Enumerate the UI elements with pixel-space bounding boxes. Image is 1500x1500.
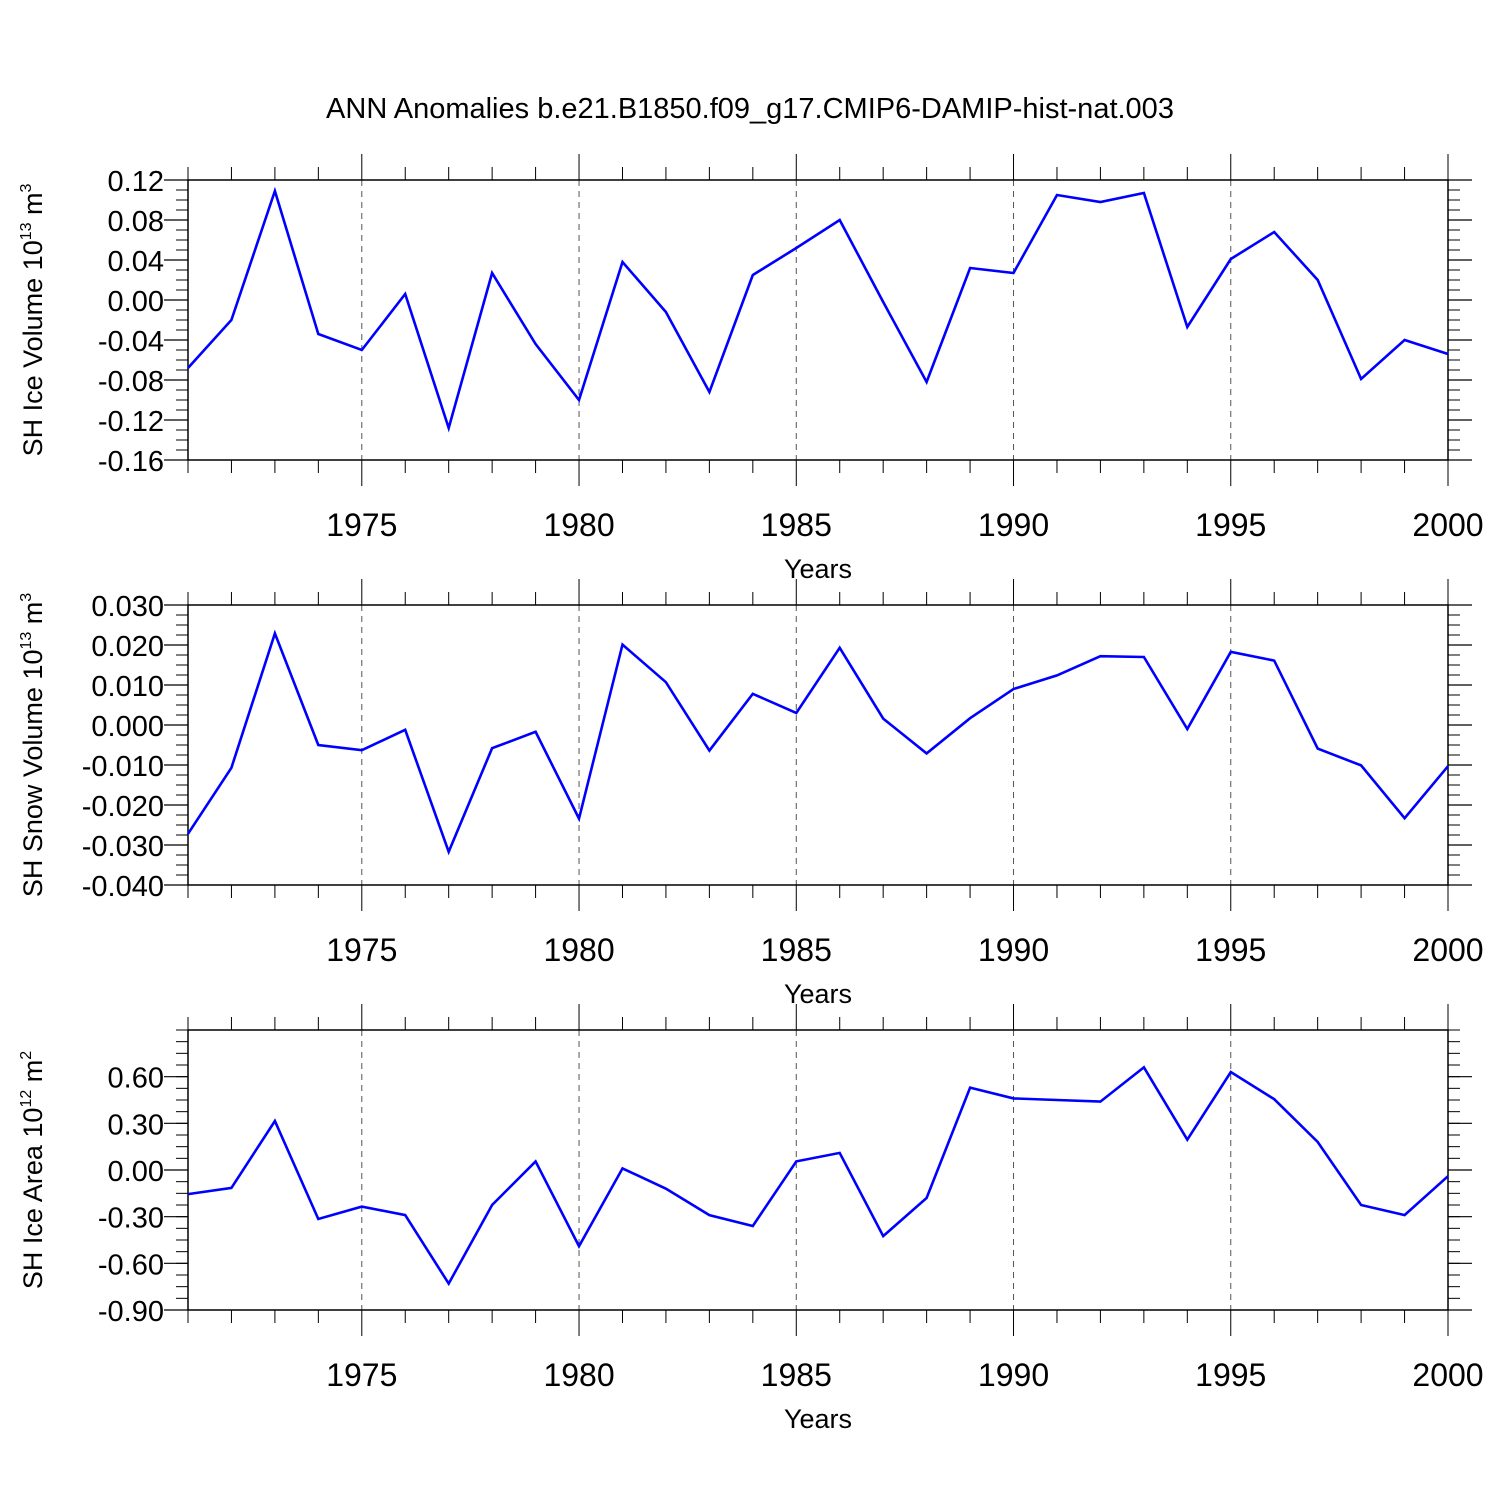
- y-tick-label: 0.030: [91, 591, 164, 623]
- plot-frame: [187, 604, 1449, 886]
- y-tick-label: -0.08: [98, 366, 164, 398]
- x-axis-label: Years: [784, 1404, 852, 1434]
- y-axis-label: SH Ice Area 1012 m2: [18, 1051, 48, 1289]
- y-axis-label: SH Snow Volume 1013 m3: [18, 593, 48, 897]
- y-tick-label: -0.020: [82, 791, 164, 823]
- y-tick-label: 0.010: [91, 671, 164, 703]
- series-line: [187, 186, 1449, 433]
- x-tick-label: 1995: [1195, 507, 1266, 543]
- x-tick-label: 2000: [1412, 507, 1483, 543]
- y-tick-label: 0.04: [108, 246, 164, 278]
- y-tick-label: 0.000: [91, 711, 164, 743]
- plot-frame: [187, 179, 1449, 461]
- panel-1: -0.16 -0.12 -0.08 -0.04 0.00 0.04 0.08 0.12 1975…: [18, 154, 1484, 584]
- x-tick-label: 1995: [1195, 932, 1266, 968]
- x-tick-label: 1975: [326, 932, 397, 968]
- x-tick-label: 1985: [761, 1357, 832, 1393]
- x-tick-label: 1995: [1195, 1357, 1266, 1393]
- y-tick-label: 0.30: [108, 1109, 164, 1141]
- panel-3: -0.90 -0.60 -0.30 0.00 0.30 0.60 1975 1980 1985 1…: [18, 1004, 1484, 1434]
- x-tick-label: 2000: [1412, 932, 1483, 968]
- y-tick-label: 0.60: [108, 1063, 164, 1095]
- y-tick-label: -0.010: [82, 751, 164, 783]
- y-tick-label: 0.020: [91, 631, 164, 663]
- x-tick-label: 2000: [1412, 1357, 1483, 1393]
- y-tick-label: -0.60: [98, 1249, 164, 1281]
- y-tick-label: -0.030: [82, 831, 164, 863]
- plot-frame: [187, 1029, 1449, 1311]
- y-tick-label: 0.12: [108, 166, 164, 198]
- y-tick-label: -0.040: [82, 871, 164, 903]
- y-tick-label: -0.12: [98, 406, 164, 438]
- y-tick-label: -0.30: [98, 1203, 164, 1235]
- x-tick-label: 1975: [326, 507, 397, 543]
- x-tick-label: 1980: [543, 932, 614, 968]
- series-line: [187, 1065, 1449, 1287]
- y-axis-label: SH Ice Volume 1013 m3: [18, 183, 48, 456]
- series-line: [186, 629, 1449, 856]
- x-tick-label: 1975: [326, 1357, 397, 1393]
- x-tick-label: 1990: [978, 932, 1049, 968]
- x-tick-label: 1980: [543, 507, 614, 543]
- panel-2: -0.040 -0.030 -0.020 -0.010 0.000 0.010 0.020 0…: [18, 579, 1484, 1009]
- x-tick-label: 1985: [761, 507, 832, 543]
- y-tick-label: -0.16: [98, 446, 164, 478]
- x-axis-label: Years: [784, 979, 852, 1009]
- x-tick-label: 1990: [978, 507, 1049, 543]
- x-tick-label: 1980: [543, 1357, 614, 1393]
- x-tick-label: 1985: [761, 932, 832, 968]
- x-axis-label: Years: [784, 554, 852, 584]
- y-tick-label: -0.04: [98, 326, 164, 358]
- chart-title: ANN Anomalies b.e21.B1850.f09_g17.CMIP6-…: [326, 93, 1174, 125]
- y-tick-label: 0.08: [108, 206, 164, 238]
- y-tick-label: -0.90: [98, 1296, 164, 1328]
- x-tick-label: 1990: [978, 1357, 1049, 1393]
- y-tick-label: 0.00: [108, 286, 164, 318]
- y-tick-label: 0.00: [108, 1156, 164, 1188]
